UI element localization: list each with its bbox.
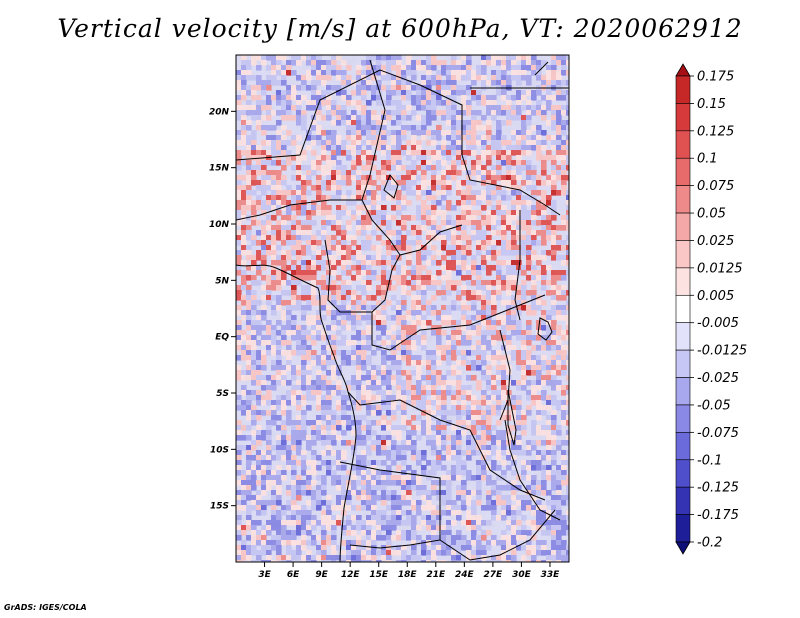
colorbar-label: 0.05 xyxy=(697,207,726,222)
border-line xyxy=(371,254,401,313)
colorbar-label: 0.175 xyxy=(697,70,734,85)
border-line xyxy=(534,61,549,76)
y-tick-label: 20N xyxy=(209,107,230,117)
colorbar-swatch xyxy=(675,212,691,241)
colorbar-label: 0.1 xyxy=(697,152,718,167)
border-line xyxy=(347,391,546,501)
colorbar-swatch xyxy=(675,404,691,433)
chart-title: Vertical velocity [m/s] at 600hPa, VT: 2… xyxy=(57,14,743,43)
x-tick-label: 21E xyxy=(426,570,446,580)
lake-outline xyxy=(383,174,399,199)
map-frame xyxy=(235,54,570,563)
colorbar-swatch xyxy=(675,240,691,269)
y-tick-label: 15S xyxy=(210,502,229,512)
x-tick-label: 30E xyxy=(512,570,532,580)
colorbar-label: 0.0125 xyxy=(697,261,743,276)
x-tick-label: 3E xyxy=(258,570,271,580)
y-tick-label: 5S xyxy=(216,389,229,399)
border-line xyxy=(439,509,556,561)
colorbar-label: 0.075 xyxy=(697,179,734,194)
x-axis: 3E 6E 9E 12E 15E 18E 21E 24E 27E 30E 33E xyxy=(258,562,560,580)
x-tick-label: 12E xyxy=(341,570,361,580)
border-line xyxy=(371,294,546,351)
colorbar-min-triangle xyxy=(675,541,691,555)
colorbar-label: -0.0125 xyxy=(697,344,747,359)
colorbar-swatch xyxy=(675,377,691,406)
border-line xyxy=(499,329,511,421)
colorbar-swatch xyxy=(675,157,691,186)
colorbar-swatch xyxy=(675,185,691,214)
y-axis: 20N 15N 10N 5N EQ 5S 10S 15S xyxy=(209,107,236,512)
map-plot-area xyxy=(235,54,570,563)
colorbar-swatch xyxy=(675,514,691,543)
border-line xyxy=(236,69,463,161)
x-tick-label: 6E xyxy=(287,570,300,580)
colorbar: 0.175 0.15 0.125 0.1 0.075 0.05 0.025 0.0125 0.0… xyxy=(675,63,747,555)
colorbar-label: 0.005 xyxy=(697,289,734,304)
colorbar-swatch xyxy=(675,322,691,351)
x-tick-label: 15E xyxy=(369,570,389,580)
colorbar-swatch xyxy=(675,294,691,324)
border-line xyxy=(461,154,561,216)
y-tick-label: 10S xyxy=(210,445,229,455)
lake-outline xyxy=(537,317,553,341)
x-tick-label: 33E xyxy=(541,570,561,580)
border-line xyxy=(236,199,362,221)
colorbar-label: 0.15 xyxy=(697,97,726,112)
colorbar-swatch xyxy=(675,103,691,132)
colorbar-swatch xyxy=(675,459,691,488)
y-tick-label: 10N xyxy=(209,220,230,230)
colorbar-label: 0.025 xyxy=(697,234,734,249)
y-tick-label: 15N xyxy=(209,164,230,174)
border-line xyxy=(361,59,386,201)
field-texture xyxy=(236,55,569,562)
colorbar-swatch xyxy=(675,486,691,515)
colorbar-label: 0.125 xyxy=(697,124,734,139)
colorbar-max-triangle xyxy=(675,63,691,77)
colorbar-swatch xyxy=(675,349,691,378)
colorbar-label: -0.005 xyxy=(697,316,739,331)
x-tick-label: 9E xyxy=(315,570,328,580)
country-borders xyxy=(236,59,569,562)
border-line xyxy=(324,239,372,313)
coastline xyxy=(236,264,357,562)
colorbar-swatch xyxy=(675,75,691,104)
border-line xyxy=(504,419,561,521)
x-tick-label: 18E xyxy=(398,570,418,580)
border-line xyxy=(514,210,521,321)
y-tick-label: 5N xyxy=(215,276,229,286)
colorbar-swatch xyxy=(675,432,691,461)
colorbar-swatch xyxy=(675,267,691,296)
colorbar-swatch xyxy=(675,130,691,159)
x-tick-label: 24E xyxy=(455,570,475,580)
lake-outline xyxy=(507,389,517,446)
x-tick-label: 27E xyxy=(484,570,504,580)
y-tick-label: EQ xyxy=(215,333,229,343)
